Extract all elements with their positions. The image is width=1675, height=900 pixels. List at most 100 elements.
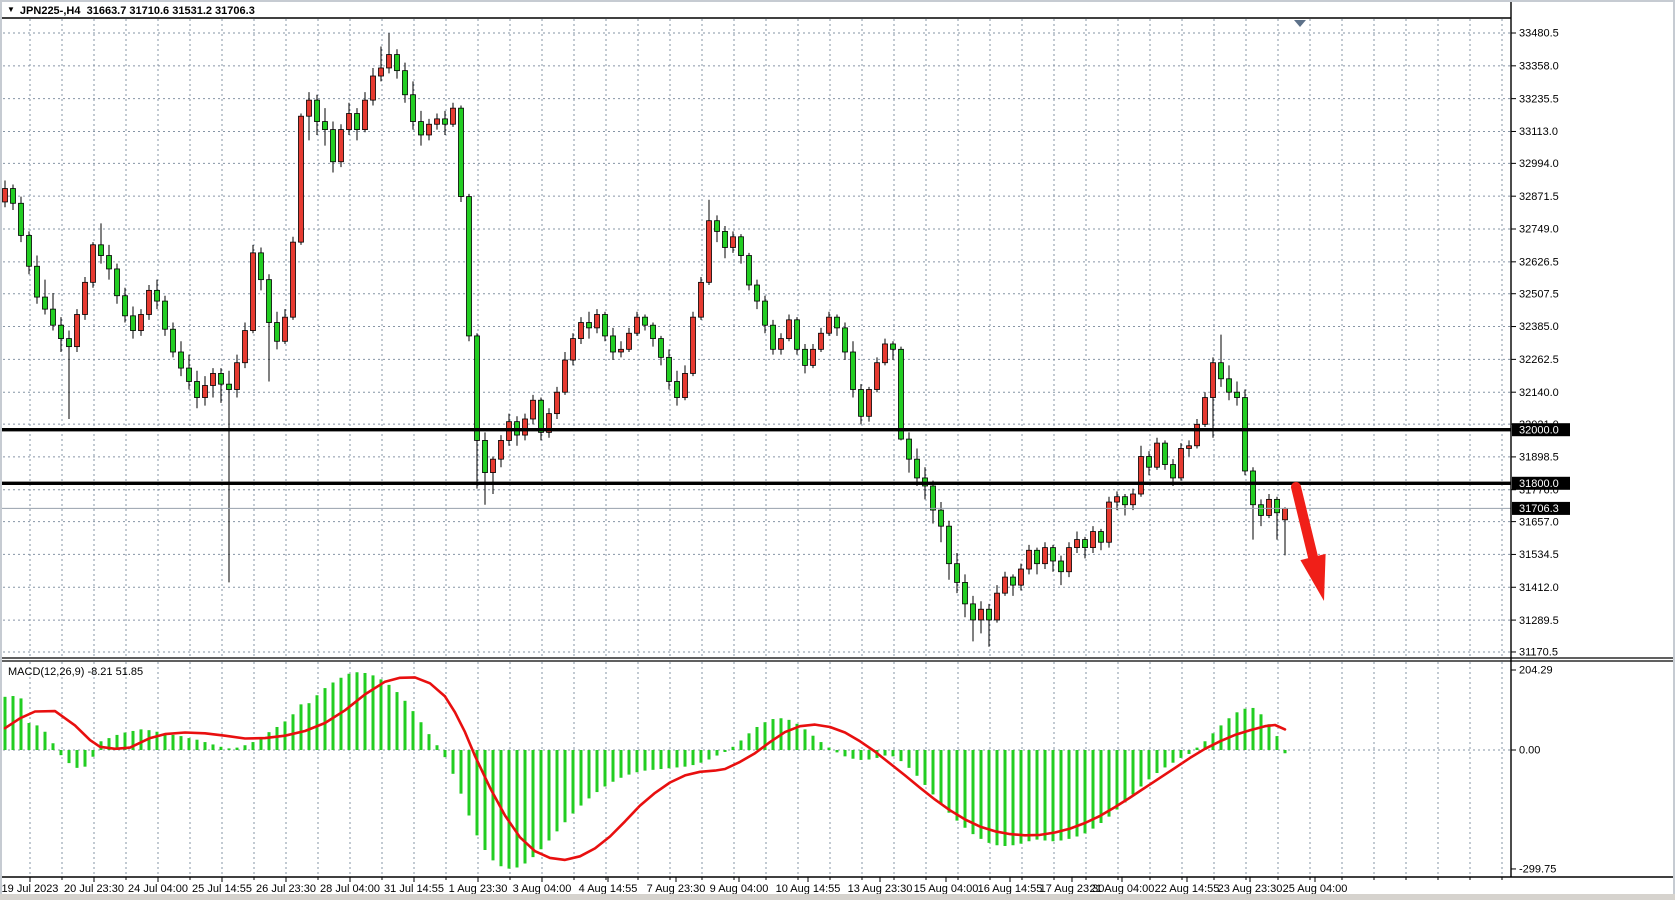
candle-bear xyxy=(850,351,856,390)
candle-bear xyxy=(330,129,336,163)
candle-bear xyxy=(770,324,776,350)
candle-bear xyxy=(466,196,472,337)
candle-bear xyxy=(402,70,408,96)
candle-bear xyxy=(858,389,864,417)
time-tick-label: 13 Aug 23:30 xyxy=(848,883,913,895)
candle-bear xyxy=(1226,378,1232,393)
horizontal-level-line[interactable] xyxy=(0,428,1511,432)
candle-bear xyxy=(98,244,104,256)
candle-bear xyxy=(586,322,592,329)
candle-bull xyxy=(202,385,208,398)
candle-bull xyxy=(874,362,880,390)
candle-bear xyxy=(1082,539,1088,549)
candle-bear xyxy=(842,327,848,353)
trend-arrow-shaft[interactable] xyxy=(1291,482,1318,562)
candle-bear xyxy=(114,268,120,297)
candle-bull xyxy=(682,373,688,398)
macd-indicator-label: MACD(12,26,9) -8.21 51.85 xyxy=(8,666,144,678)
candle-bear xyxy=(914,458,920,479)
price-tick-label: 32507.5 xyxy=(1519,288,1559,300)
price-tick-label: 31657.0 xyxy=(1519,516,1559,528)
candle-bull xyxy=(618,348,624,353)
candle-bear xyxy=(218,373,224,385)
candle-bear xyxy=(610,335,616,353)
ohlc-readout: 31663.7 31710.6 31531.2 31706.3 xyxy=(86,4,255,17)
candle-bull xyxy=(298,115,304,243)
candle-bear xyxy=(1218,362,1224,380)
candle-bear xyxy=(714,220,720,232)
candle-bear xyxy=(50,308,56,326)
candle-bull xyxy=(730,236,736,248)
time-tick-label: 22 Aug 14:55 xyxy=(1155,883,1220,895)
candle-bull xyxy=(378,67,384,77)
candle-bear xyxy=(162,300,168,330)
chart-title: ▼ JPN225-,H4 31663.7 31710.6 31531.2 317… xyxy=(7,3,255,18)
candle-bull xyxy=(786,319,792,340)
candle-bull xyxy=(146,289,152,315)
candle-bull xyxy=(978,608,984,621)
candle-bull xyxy=(386,54,392,69)
symbol-timeframe-label: JPN225-,H4 xyxy=(19,4,81,17)
candle-bull xyxy=(562,359,568,393)
candle-bear xyxy=(986,608,992,621)
candle-bear xyxy=(962,582,968,605)
horizontal-level-line[interactable] xyxy=(0,481,1511,485)
price-tick-label: 33113.0 xyxy=(1519,126,1558,138)
candle-bear xyxy=(1274,498,1280,514)
candle-bull xyxy=(1154,442,1160,468)
candle-bull xyxy=(1042,547,1048,565)
time-tick-label: 7 Aug 23:30 xyxy=(647,883,706,895)
price-badge-label: 31800.0 xyxy=(1519,478,1559,490)
candle-bull xyxy=(554,391,560,415)
candle-bull xyxy=(818,332,824,350)
candle-bull xyxy=(690,316,696,374)
time-tick-label: 10 Aug 14:55 xyxy=(776,883,841,895)
candle-bull xyxy=(370,75,376,101)
candle-bear xyxy=(1258,504,1264,516)
candle-bull xyxy=(346,113,352,130)
candle-bull xyxy=(1266,498,1272,516)
candle-bear xyxy=(890,343,896,350)
candle-bull xyxy=(1210,362,1216,398)
time-tick-label: 24 Jul 04:00 xyxy=(128,883,188,895)
candle-bear xyxy=(170,328,176,353)
candle-bear xyxy=(1010,576,1016,586)
candle-bull xyxy=(522,418,528,436)
trend-arrow-head-icon[interactable] xyxy=(1300,553,1326,601)
candle-bear xyxy=(394,54,400,72)
macd-histogram xyxy=(3,672,1287,869)
candle-bear xyxy=(650,324,656,340)
price-tick-label: 31289.5 xyxy=(1519,615,1559,627)
price-tick-label: 32385.0 xyxy=(1519,321,1559,333)
price-tick-label: 33480.5 xyxy=(1519,28,1559,40)
candle-bear xyxy=(458,107,464,197)
price-tick-label: 31170.5 xyxy=(1519,647,1558,659)
price-tick-label: 31534.5 xyxy=(1519,549,1559,561)
candle-bull xyxy=(1114,496,1120,503)
price-tick-label: 33235.5 xyxy=(1519,93,1559,105)
candle-bull xyxy=(578,322,584,340)
candle-bear xyxy=(442,118,448,125)
candle-bull xyxy=(866,389,872,417)
candle-bull xyxy=(1194,423,1200,447)
candle-bull xyxy=(74,314,80,348)
candle-bull xyxy=(138,314,144,331)
candle-bull xyxy=(1282,508,1288,521)
candle-bear xyxy=(226,383,232,390)
candle-bull xyxy=(570,338,576,361)
candle-bear xyxy=(938,509,944,527)
symbol-dropdown-icon[interactable]: ▼ xyxy=(7,5,15,14)
chart-shift-triangle-icon[interactable] xyxy=(1294,20,1306,27)
candle-bear xyxy=(898,348,904,440)
candle-bull xyxy=(706,220,712,283)
candle-bear xyxy=(122,295,128,317)
candle-bear xyxy=(802,348,808,366)
price-badge-label: 31706.3 xyxy=(1519,503,1559,515)
candle-bull xyxy=(1202,397,1208,425)
price-tick-label: 31898.5 xyxy=(1519,452,1559,464)
candle-bull xyxy=(362,99,368,130)
time-tick-label: 1 Aug 23:30 xyxy=(449,883,508,895)
candle-bull xyxy=(594,314,600,329)
time-tick-label: 9 Aug 04:00 xyxy=(710,883,769,895)
